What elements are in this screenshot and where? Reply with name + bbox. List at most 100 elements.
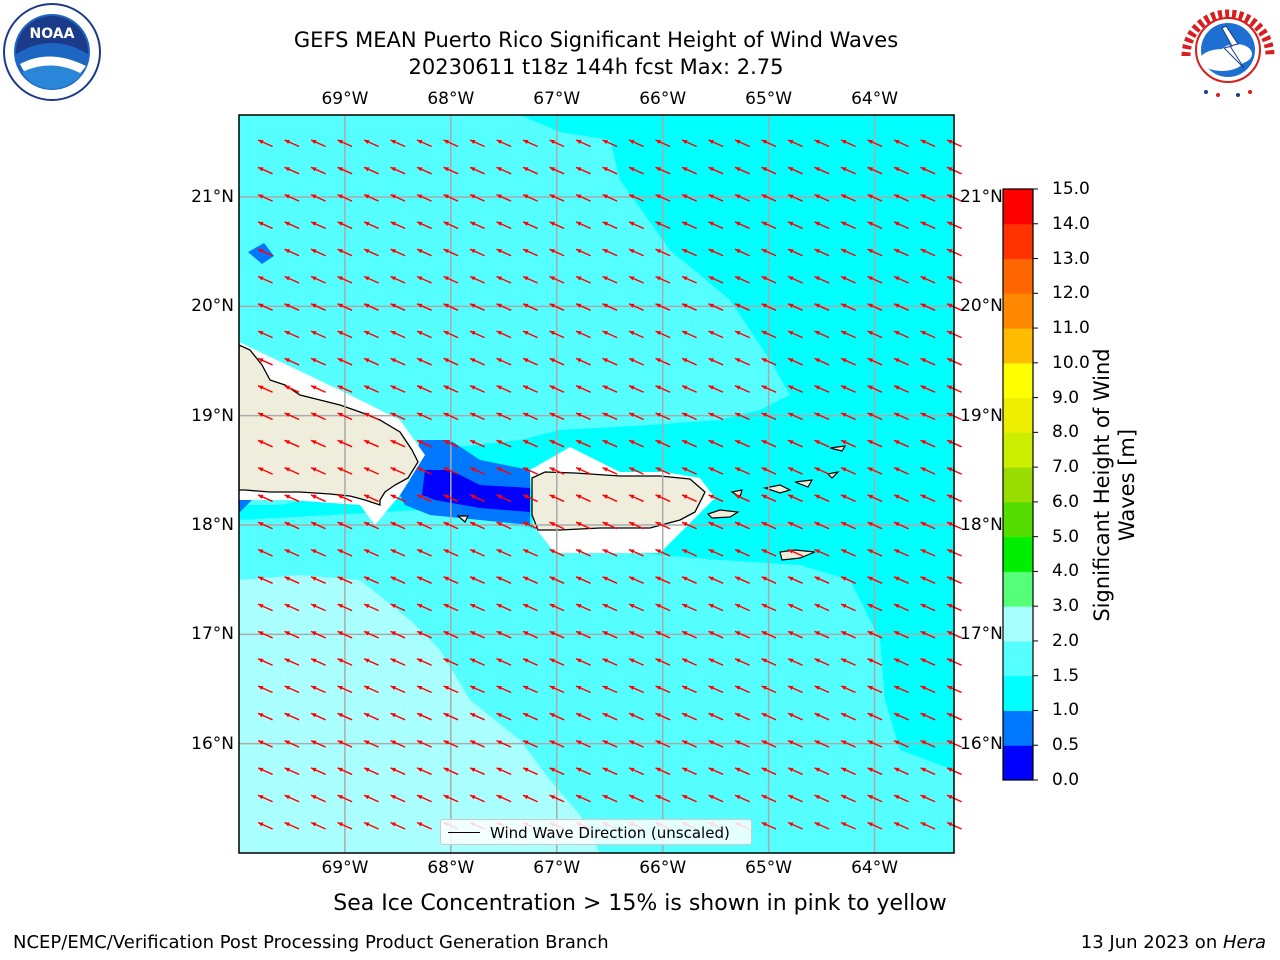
wave-direction-arrowhead <box>364 522 370 527</box>
wave-direction-arrowhead <box>523 549 529 554</box>
wave-direction-arrowhead <box>655 331 661 336</box>
wave-direction-arrowhead <box>390 604 396 609</box>
wave-direction-arrowhead <box>523 767 529 772</box>
sea-ice-note: Sea Ice Concentration > 15% is shown in … <box>333 891 947 916</box>
wave-direction-arrowhead <box>761 385 767 390</box>
wave-direction-arrowhead <box>735 303 741 308</box>
wave-direction-arrowhead <box>496 604 502 609</box>
wave-direction-arrowhead <box>841 413 847 418</box>
wave-direction-arrowhead <box>311 249 317 254</box>
wave-direction-arrowhead <box>284 631 290 636</box>
wave-direction-arrowhead <box>708 494 714 499</box>
wave-direction-arrowhead <box>470 249 476 254</box>
wave-direction-arrowhead <box>947 713 953 718</box>
wave-direction-arrowhead <box>629 194 635 199</box>
wave-direction-arrowhead <box>761 522 767 527</box>
wave-direction-arrowhead <box>920 522 926 527</box>
wave-direction-arrowhead <box>708 658 714 663</box>
wave-direction-arrowhead <box>364 140 370 145</box>
wave-direction-arrowhead <box>417 822 423 827</box>
wave-direction-arrowhead <box>788 140 794 145</box>
wave-direction-arrowhead <box>576 467 582 472</box>
wave-direction-arrowhead <box>867 221 873 226</box>
wave-direction-arrowhead <box>549 522 555 527</box>
wave-direction-arrowhead <box>258 795 264 800</box>
wave-direction-arrowhead <box>470 740 476 745</box>
colorbar-tick-label: 2.0 <box>1052 630 1080 651</box>
colorbar-segment <box>1003 432 1033 468</box>
wave-direction-arrowhead <box>814 494 820 499</box>
wave-direction-arrowhead <box>894 140 900 145</box>
wave-direction-arrowhead <box>337 740 343 745</box>
wave-direction-arrowhead <box>920 822 926 827</box>
wave-direction-arrowhead <box>947 358 953 363</box>
wave-direction-arrowhead <box>390 522 396 527</box>
wave-direction-arrowhead <box>761 140 767 145</box>
wave-direction-arrowhead <box>735 331 741 336</box>
wave-direction-arrowhead <box>417 549 423 554</box>
wave-direction-arrowhead <box>894 467 900 472</box>
wave-direction-arrowhead <box>443 440 449 445</box>
wave-direction-arrowhead <box>390 713 396 718</box>
wave-direction-arrowhead <box>841 385 847 390</box>
wave-direction-arrowhead <box>417 604 423 609</box>
footer-date: 13 Jun 2023 on Hera <box>1081 932 1266 954</box>
wave-direction-arrowhead <box>735 194 741 199</box>
wave-direction-arrowhead <box>390 140 396 145</box>
wave-direction-arrowhead <box>841 467 847 472</box>
wave-direction-arrowhead <box>311 658 317 663</box>
colorbar-tick-label: 10.0 <box>1052 352 1090 373</box>
wave-direction-arrowhead <box>576 276 582 281</box>
wave-direction-arrowhead <box>337 658 343 663</box>
wave-height-band-0-5-west <box>248 243 274 264</box>
colorbar-segment <box>1003 189 1033 225</box>
wave-direction-arrowhead <box>814 686 820 691</box>
wave-direction-arrowhead <box>470 658 476 663</box>
wave-direction-arrowhead <box>337 631 343 636</box>
wave-direction-arrowhead <box>947 740 953 745</box>
wave-direction-arrowhead <box>311 604 317 609</box>
wave-direction-arrowhead <box>867 440 873 445</box>
wave-direction-arrowhead <box>258 522 264 527</box>
wave-direction-arrowhead <box>602 167 608 172</box>
wave-direction-arrowhead <box>735 795 741 800</box>
colorbar-tick-label: 6.0 <box>1052 491 1080 512</box>
wave-direction-arrowhead <box>708 604 714 609</box>
colorbar-segment <box>1003 675 1033 711</box>
wave-direction-arrowhead <box>814 822 820 827</box>
wave-direction-arrowhead <box>364 740 370 745</box>
wave-direction-arrowhead <box>629 658 635 663</box>
wave-direction-arrowhead <box>337 686 343 691</box>
wave-direction-arrowhead <box>655 494 661 499</box>
wave-direction-arrowhead <box>364 331 370 336</box>
wave-direction-arrowhead <box>364 467 370 472</box>
wave-direction-arrowhead <box>337 440 343 445</box>
wave-direction-arrowhead <box>814 303 820 308</box>
wave-direction-arrowhead <box>920 767 926 772</box>
colorbar-tick-label: 15.0 <box>1052 179 1090 199</box>
wave-direction-arrowhead <box>258 494 264 499</box>
wave-direction-arrowhead <box>576 167 582 172</box>
footer-host: Hera <box>1222 932 1266 953</box>
wave-direction-arrowhead <box>390 249 396 254</box>
wave-direction-arrowhead <box>549 303 555 308</box>
wave-direction-arrowhead <box>947 385 953 390</box>
chart-subtitle: 20230611 t18z 144h fcst Max: 2.75 <box>408 55 784 79</box>
wave-direction-arrowhead <box>258 767 264 772</box>
wave-direction-arrowhead <box>390 303 396 308</box>
wave-direction-arrowhead <box>576 303 582 308</box>
wave-direction-arrowhead <box>443 249 449 254</box>
wave-direction-arrowhead <box>655 549 661 554</box>
wave-direction-arrowhead <box>602 576 608 581</box>
wave-direction-arrowhead <box>867 767 873 772</box>
wave-direction-arrowhead <box>443 795 449 800</box>
wave-direction-arrowhead <box>284 167 290 172</box>
wave-direction-arrowhead <box>443 522 449 527</box>
wave-direction-arrowhead <box>947 795 953 800</box>
wave-direction-arrowhead <box>549 385 555 390</box>
colorbar-tick-label: 4.0 <box>1052 561 1080 582</box>
wave-direction-arrowhead <box>708 522 714 527</box>
wave-direction-arrowhead <box>920 549 926 554</box>
wave-direction-arrowhead <box>920 740 926 745</box>
colorbar-tick-label: 5.0 <box>1052 526 1080 547</box>
